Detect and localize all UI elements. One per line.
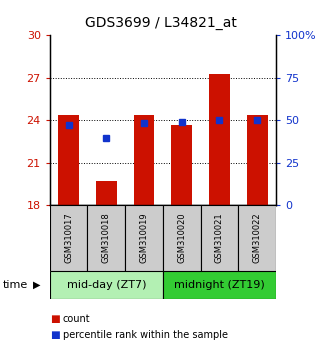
Bar bbox=[58, 115, 79, 205]
Text: GSM310021: GSM310021 bbox=[215, 213, 224, 263]
Bar bbox=[238, 205, 276, 271]
Text: ▶: ▶ bbox=[33, 280, 41, 290]
Text: midnight (ZT19): midnight (ZT19) bbox=[174, 280, 265, 290]
Text: time: time bbox=[3, 280, 29, 290]
Bar bbox=[163, 205, 201, 271]
Bar bbox=[96, 181, 117, 205]
Text: mid-day (ZT7): mid-day (ZT7) bbox=[66, 280, 146, 290]
Text: count: count bbox=[63, 314, 90, 324]
Text: GSM310019: GSM310019 bbox=[140, 213, 149, 263]
Text: ■: ■ bbox=[50, 314, 59, 324]
Bar bbox=[209, 74, 230, 205]
Bar bbox=[134, 115, 154, 205]
Bar bbox=[201, 205, 238, 271]
Text: ■: ■ bbox=[50, 330, 59, 339]
Bar bbox=[87, 205, 125, 271]
Text: GDS3699 / L34821_at: GDS3699 / L34821_at bbox=[84, 16, 237, 30]
Bar bbox=[171, 125, 192, 205]
Text: GSM310022: GSM310022 bbox=[253, 213, 262, 263]
Bar bbox=[163, 271, 276, 299]
Bar bbox=[247, 115, 268, 205]
Text: GSM310020: GSM310020 bbox=[177, 213, 186, 263]
Bar bbox=[125, 205, 163, 271]
Text: GSM310017: GSM310017 bbox=[64, 213, 73, 263]
Text: GSM310018: GSM310018 bbox=[102, 213, 111, 263]
Bar bbox=[50, 271, 163, 299]
Text: percentile rank within the sample: percentile rank within the sample bbox=[63, 330, 228, 339]
Bar bbox=[50, 205, 87, 271]
